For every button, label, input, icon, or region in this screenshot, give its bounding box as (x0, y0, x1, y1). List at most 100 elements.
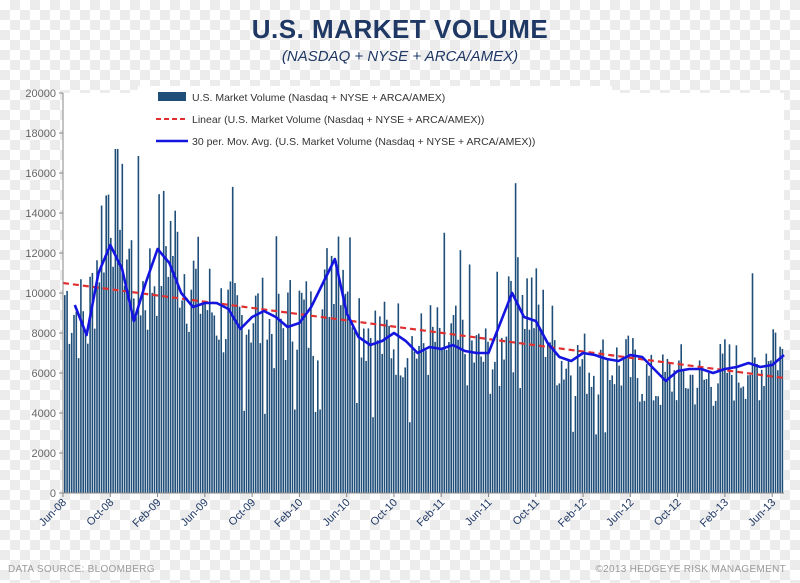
volume-bar (611, 375, 613, 493)
volume-bar (227, 289, 229, 493)
volume-bar (535, 268, 538, 493)
volume-bar (135, 316, 137, 493)
volume-bar (234, 283, 236, 493)
volume-bar (238, 306, 241, 493)
volume-bar (749, 374, 751, 493)
volume-bar (376, 340, 379, 493)
volume-bar (420, 313, 423, 493)
volume-bar (517, 257, 519, 493)
volume-bar (650, 354, 653, 493)
volume-bar (581, 359, 584, 493)
volume-bar (572, 431, 574, 493)
volume-bar (294, 409, 296, 493)
volume-bar (190, 289, 193, 493)
volume-bar (521, 294, 524, 493)
volume-bar (751, 273, 754, 493)
volume-bar (445, 349, 448, 493)
volume-bar (627, 335, 630, 493)
legend-box (138, 86, 612, 152)
volume-bar (747, 375, 749, 493)
volume-bar (643, 400, 646, 493)
x-tick-label: Oct-11 (511, 497, 542, 528)
volume-bar (144, 310, 147, 493)
volume-bar (406, 358, 409, 493)
volume-bar (590, 386, 593, 493)
volume-bar (236, 295, 239, 493)
volume-bar (491, 369, 494, 493)
volume-bar (68, 343, 71, 493)
lines-layer (62, 243, 785, 383)
volume-bar (496, 271, 498, 493)
volume-bar (317, 360, 319, 493)
volume-bar (363, 328, 365, 493)
volume-bar (618, 365, 620, 493)
volume-bar (172, 255, 174, 493)
volume-bar (514, 183, 517, 493)
volume-bar (326, 248, 328, 493)
volume-bar (289, 280, 291, 493)
volume-bar (450, 323, 452, 493)
volume-bar (682, 368, 685, 493)
volume-bar (443, 232, 446, 493)
volume-bar (319, 409, 321, 493)
x-tick-label: Oct-10 (368, 497, 400, 529)
volume-bar (70, 332, 73, 493)
volume-bar (685, 388, 687, 493)
volume-bar (84, 331, 87, 493)
volume-bar (367, 328, 370, 493)
volume-bar (328, 316, 331, 493)
x-tick-label: Feb-12 (556, 497, 589, 530)
volume-bar (512, 372, 515, 493)
volume-bar (395, 374, 397, 493)
volume-bar (489, 393, 492, 493)
legend-label: Linear (U.S. Market Volume (Nasdaq + NYS… (192, 114, 484, 126)
volume-bar (652, 400, 655, 493)
x-tick-label: Feb-13 (698, 497, 731, 530)
y-tick-label: 12000 (25, 248, 56, 260)
volume-bar (225, 339, 227, 493)
volume-bar (231, 186, 234, 493)
volume-bar (533, 328, 535, 493)
volume-bar (123, 285, 126, 493)
volume-bar (691, 374, 694, 493)
volume-bar (464, 354, 466, 493)
volume-bar (80, 279, 82, 493)
volume-bar (195, 268, 197, 493)
volume-bar (192, 260, 195, 493)
volume-bar (659, 404, 662, 493)
volume-bar (379, 316, 381, 493)
legend-label: 30 per. Mov. Avg. (U.S. Market Volume (N… (192, 136, 535, 148)
volume-bar (604, 432, 607, 493)
volume-bar (528, 329, 531, 493)
volume-bar (698, 360, 701, 493)
volume-bar (632, 338, 634, 493)
volume-bar (146, 329, 149, 493)
y-tick-label: 18000 (25, 128, 56, 140)
volume-bar (149, 248, 151, 493)
volume-bar (229, 281, 232, 493)
volume-bar (576, 345, 579, 493)
volume-bar (671, 391, 673, 493)
x-tick-label: Oct-08 (85, 497, 117, 529)
volume-bar (280, 318, 282, 493)
volume-bar (648, 375, 650, 493)
volume-bar (687, 388, 689, 493)
volume-bar (160, 286, 163, 493)
volume-bar (351, 327, 354, 493)
volume-bar (593, 375, 595, 493)
volume-bar (484, 328, 487, 493)
volume-bar (774, 332, 777, 493)
volume-bar (629, 377, 632, 493)
volume-bar (595, 434, 597, 493)
volume-bar (478, 333, 480, 493)
volume-bar (349, 237, 351, 493)
volume-bar (675, 400, 678, 493)
x-tick-label: Jun-10 (321, 497, 353, 529)
volume-bar (586, 393, 588, 493)
volume-bar (544, 356, 547, 493)
volume-bar (165, 246, 167, 493)
volume-bar (130, 240, 133, 493)
legend-label: U.S. Market Volume (Nasdaq + NYSE + ARCA… (192, 92, 445, 104)
volume-bar (613, 384, 616, 493)
volume-bar (714, 400, 717, 493)
